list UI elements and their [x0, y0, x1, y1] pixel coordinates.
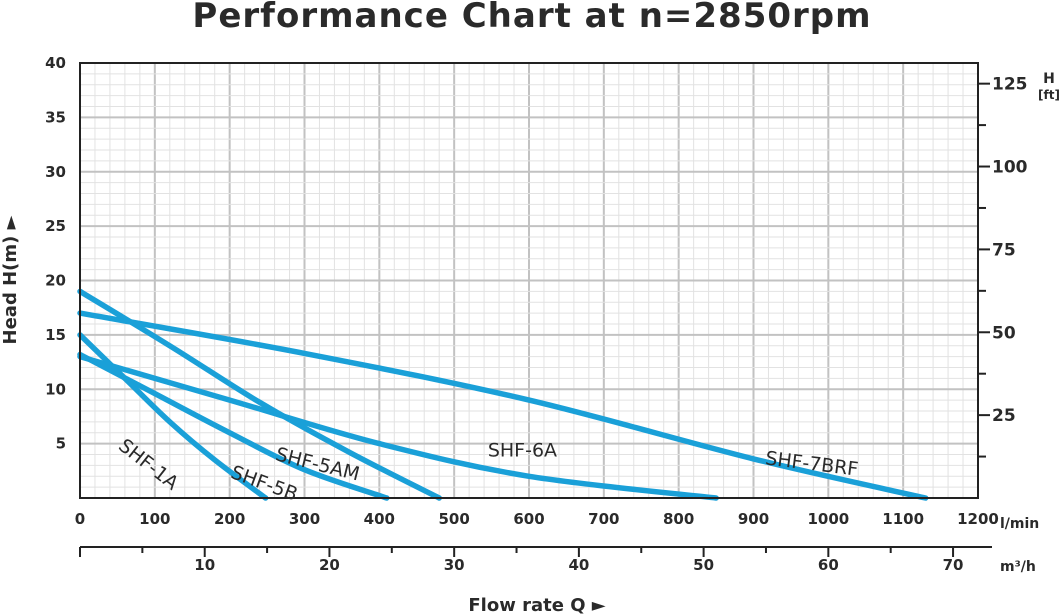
x-tick-label: 100 — [139, 510, 170, 528]
x-tick-label: 800 — [663, 510, 694, 528]
y-tick-label: 35 — [45, 108, 66, 126]
curve-shf-6a — [77, 353, 719, 501]
y-tick-label: 40 — [45, 54, 66, 72]
m3h-axis-ticks: 10 20 30 40 50 60 70 — [79, 546, 992, 574]
right-tick-label: 125 — [992, 75, 1028, 95]
chart-title: Performance Chart at n=2850rpm — [192, 0, 871, 36]
y-tick-label: 15 — [45, 326, 66, 344]
right-tick-label: 50 — [992, 323, 1016, 343]
x-tick-label: 0 — [75, 510, 85, 528]
y-tick-label: 10 — [45, 380, 66, 398]
x-tick-label: 1200 — [957, 510, 999, 528]
x-tick-label: 400 — [364, 510, 395, 528]
m3h-tick-label: 30 — [444, 556, 465, 574]
m3h-tick-label: 20 — [319, 556, 340, 574]
right-tick-label: 75 — [992, 240, 1016, 260]
y-tick-label: 25 — [45, 217, 66, 235]
right-axis-label: H — [1043, 71, 1055, 87]
m3h-unit: m³/h — [1000, 559, 1036, 575]
x-tick-label: 700 — [588, 510, 619, 528]
curve-label-shf-7brf: SHF-7BRF — [764, 447, 859, 480]
right-axis-unit: [ft] — [1038, 88, 1060, 102]
x-tick-label: 1000 — [807, 510, 849, 528]
axes — [79, 62, 979, 499]
curve-label-shf-6a: SHF-6A — [488, 440, 557, 462]
x-tick-label: 500 — [439, 510, 470, 528]
m3h-tick-label: 40 — [568, 556, 589, 574]
y-tick-label: 5 — [56, 435, 66, 453]
plot-frame — [79, 62, 979, 499]
curve-shf-7brf — [77, 310, 929, 501]
curve-shf-5b — [77, 351, 390, 501]
y-axis-ticks: 5 10 15 20 25 30 35 40 — [45, 54, 66, 453]
lmin-unit: l/min — [1000, 516, 1039, 532]
x-tick-label: 300 — [289, 510, 320, 528]
grid — [79, 62, 979, 499]
y-axis-label: Head H(m) ► — [0, 215, 21, 344]
x-tick-label: 200 — [214, 510, 245, 528]
x-axis-ticks: 0 100 200 300 400 500 600 700 800 900 1000 1100 1200 — [75, 510, 999, 528]
right-axis-ticks: 25 50 75 100 125 — [978, 75, 1028, 458]
x-axis-label: Flow rate Q ► — [468, 595, 605, 615]
x-tick-label: 600 — [513, 510, 544, 528]
curves — [77, 288, 929, 501]
right-tick-label: 100 — [992, 158, 1028, 178]
curve-shf-5am — [77, 288, 442, 501]
m3h-tick-label: 50 — [693, 556, 714, 574]
m3h-tick-label: 60 — [818, 556, 839, 574]
right-tick-label: 25 — [992, 406, 1016, 426]
x-tick-label: 900 — [738, 510, 769, 528]
m3h-tick-label: 70 — [943, 556, 964, 574]
y-tick-label: 30 — [45, 163, 66, 181]
m3h-tick-label: 10 — [194, 556, 215, 574]
x-tick-label: 1100 — [882, 510, 924, 528]
y-tick-label: 20 — [45, 272, 66, 290]
